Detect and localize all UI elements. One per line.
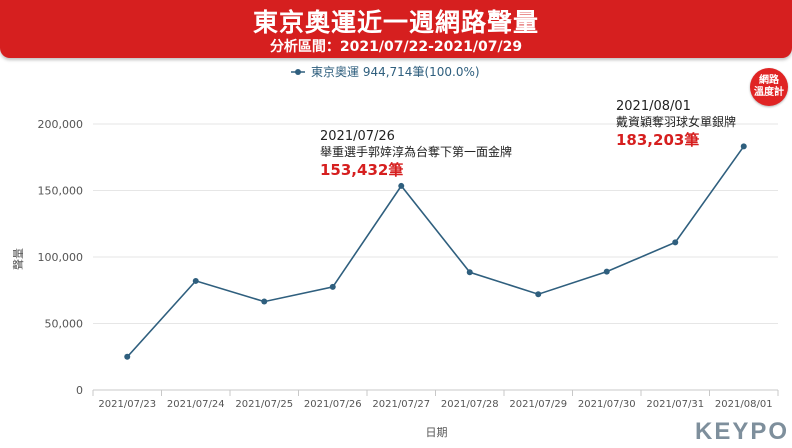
legend-entry: 東京奧運 944,714筆(100.0%) (311, 65, 480, 79)
annotation-value: 153,432筆 (320, 161, 403, 179)
x-tick-label: 2021/07/27 (372, 399, 430, 410)
data-point (261, 298, 268, 305)
x-tick-label: 2021/07/28 (441, 399, 499, 410)
annotation-text: 舉重選手郭婞淳為台奪下第一面金牌 (320, 144, 512, 159)
y-tick-label: 100,000 (38, 251, 84, 264)
x-tick-label: 2021/07/26 (304, 399, 362, 410)
annotation-date: 2021/07/26 (320, 129, 395, 144)
badge-line-1: 網路 (759, 75, 779, 86)
data-point (672, 239, 679, 246)
y-tick-label: 200,000 (38, 118, 84, 131)
x-tick-label: 2021/07/30 (578, 399, 636, 410)
x-tick-label: 2021/07/29 (509, 399, 567, 410)
data-point (124, 353, 131, 360)
keypo-watermark: KEYPO (695, 418, 790, 445)
annotation-text: 戴資穎奪羽球女單銀牌 (616, 114, 736, 129)
data-point (740, 143, 747, 150)
y-tick-label: 150,000 (38, 185, 84, 198)
y-tick-label: 0 (76, 384, 83, 397)
x-tick-label: 2021/07/23 (98, 399, 156, 410)
y-tick-label: 50,000 (45, 318, 84, 331)
legend-point-marker (295, 69, 301, 75)
data-point (535, 291, 542, 298)
series-line (126, 145, 745, 358)
data-point (466, 269, 473, 276)
x-tick-label: 2021/07/24 (167, 399, 225, 410)
annotation-date: 2021/08/01 (616, 99, 691, 114)
x-tick-label: 2021/08/01 (715, 399, 773, 410)
data-point (329, 283, 336, 290)
x-tick-label: 2021/07/31 (646, 399, 704, 410)
data-point (603, 268, 610, 275)
data-point (398, 182, 405, 189)
analysis-period: 分析區間：2021/07/22-2021/07/29 (269, 39, 523, 55)
x-axis-label: 日期 (426, 426, 448, 439)
x-tick-label: 2021/07/25 (235, 399, 293, 410)
annotation-value: 183,203筆 (616, 131, 699, 149)
thermometer-badge-icon: 網路 溫度計 (750, 68, 788, 106)
y-axis-label: 聲量 (11, 248, 25, 270)
page-title: 東京奧運近一週網路聲量 (252, 8, 539, 37)
title-banner: 東京奧運近一週網路聲量 分析區間：2021/07/22-2021/07/29 (0, 0, 792, 58)
data-point (192, 277, 199, 284)
badge-line-2: 溫度計 (754, 87, 784, 98)
